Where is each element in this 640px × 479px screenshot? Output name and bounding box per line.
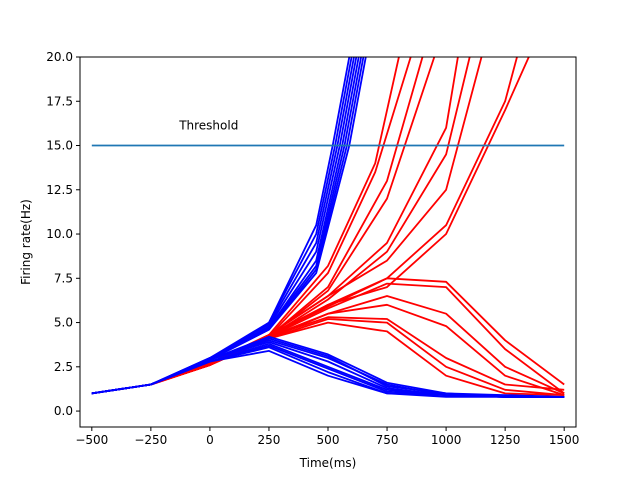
y-axis-label: Firing rate(Hz) bbox=[19, 199, 33, 285]
y-tick-label: 7.5 bbox=[54, 271, 73, 285]
threshold-annotation: Threshold bbox=[178, 119, 238, 133]
x-tick-label: 1250 bbox=[490, 433, 521, 447]
x-axis: −500 −250 0 250 500 750 1000 1250 1500 bbox=[75, 427, 579, 447]
y-tick-label: 20.0 bbox=[46, 50, 73, 64]
x-tick-label: 750 bbox=[376, 433, 399, 447]
y-tick-label: 15.0 bbox=[46, 139, 73, 153]
blue-trace-32 bbox=[91, 337, 565, 398]
x-tick-label: 0 bbox=[206, 433, 214, 447]
y-tick-label: 0.0 bbox=[54, 404, 73, 418]
x-tick-label: 1000 bbox=[431, 433, 462, 447]
y-tick-label: 17.5 bbox=[46, 94, 73, 108]
y-tick-label: 12.5 bbox=[46, 183, 73, 197]
red-trace-16 bbox=[91, 321, 565, 396]
x-tick-label: 250 bbox=[257, 433, 280, 447]
y-tick-label: 2.5 bbox=[54, 360, 73, 374]
x-axis-label: Time(ms) bbox=[299, 456, 357, 470]
x-tick-label: 1500 bbox=[549, 433, 580, 447]
y-axis: 0.0 2.5 5.0 7.5 10.0 12.5 15.0 17.5 20.0 bbox=[46, 50, 80, 418]
y-tick-label: 10.0 bbox=[46, 227, 73, 241]
x-tick-label: −250 bbox=[134, 433, 167, 447]
x-tick-label: 500 bbox=[317, 433, 340, 447]
y-tick-label: 5.0 bbox=[54, 316, 73, 330]
x-tick-label: −500 bbox=[75, 433, 108, 447]
